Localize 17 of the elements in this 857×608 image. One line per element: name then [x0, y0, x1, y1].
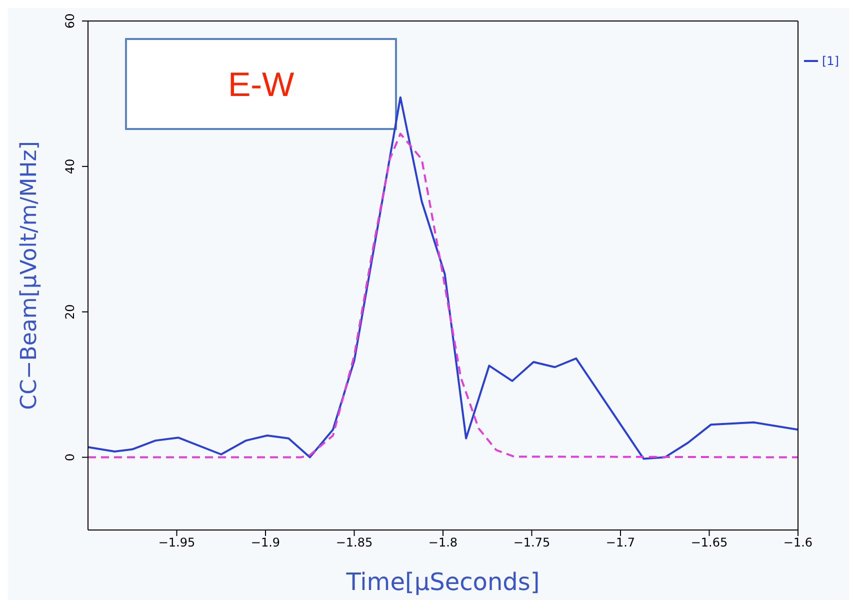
x-tick-label: −1.75 [513, 536, 550, 550]
annotation: E-W [228, 66, 294, 104]
x-tick-label: −1.7 [606, 536, 636, 550]
x-tick-label: −1.95 [158, 536, 196, 550]
x-tick-label: −1.85 [336, 536, 373, 550]
y-tick-label: 20 [63, 304, 77, 320]
x-axis-title: Time[μSeconds] [345, 568, 540, 596]
y-tick-label: 0 [63, 453, 77, 462]
legend-label: [1] [822, 54, 839, 68]
x-tick-label: −1.6 [783, 536, 813, 550]
y-axis-title: CC−Beam[μVolt/m/MHz] [16, 141, 42, 410]
x-tick-label: −1.65 [690, 536, 728, 550]
y-tick-label: 40 [63, 158, 77, 174]
y-tick-label: 60 [63, 13, 77, 29]
x-tick-label: −1.8 [428, 536, 458, 550]
x-tick-label: −1.9 [250, 536, 280, 550]
text-box: E-W [125, 38, 397, 130]
